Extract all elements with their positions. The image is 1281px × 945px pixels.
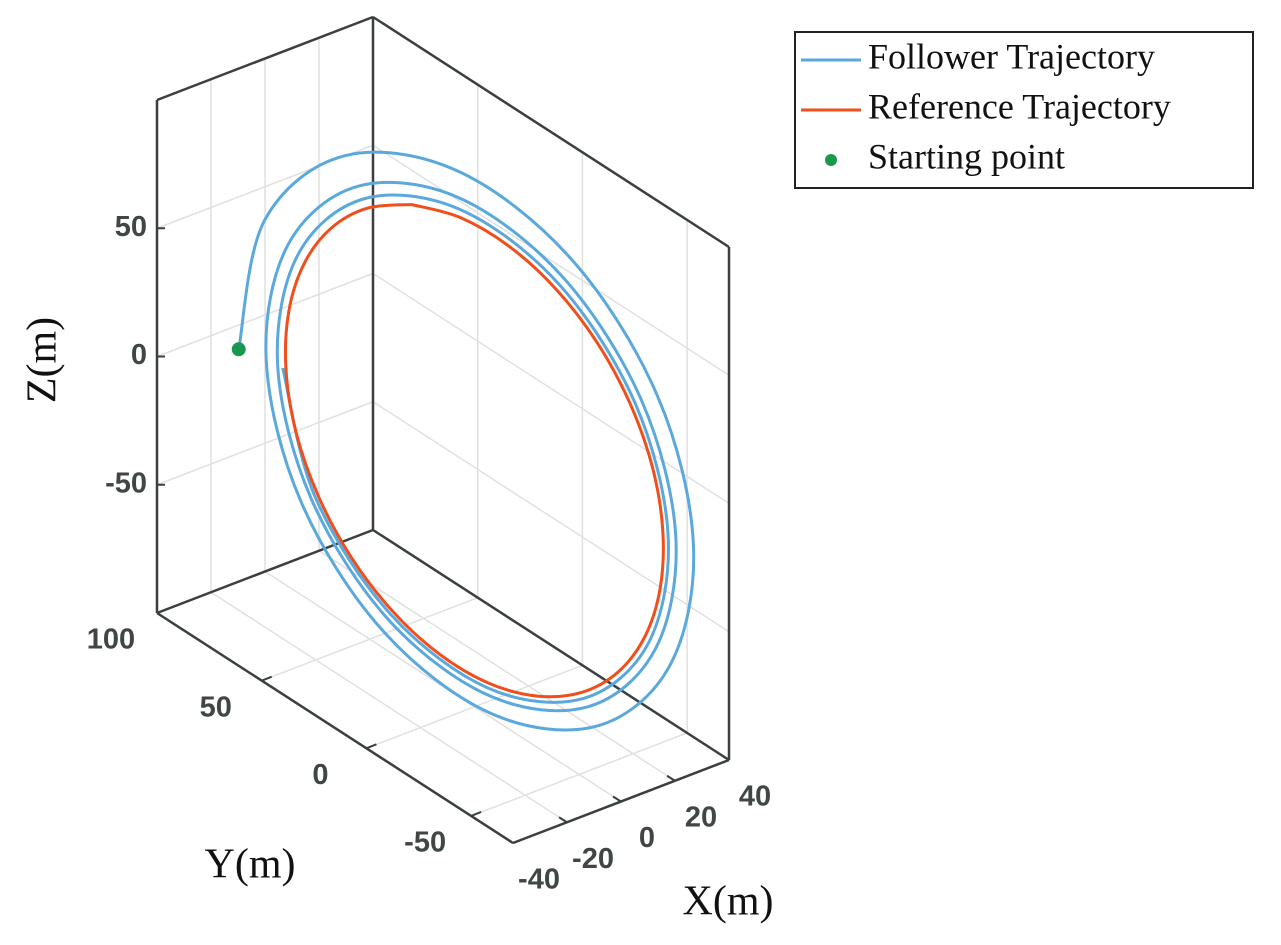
tick-mark — [666, 774, 676, 782]
x-tick-label: -20 — [572, 843, 614, 875]
grid-line — [318, 550, 676, 782]
tick-mark — [156, 608, 168, 614]
tick-mark — [366, 743, 377, 750]
grid-line — [372, 144, 730, 376]
axis-edge — [372, 15, 730, 249]
axis-edge — [156, 611, 514, 845]
start-point — [231, 342, 246, 357]
axis-edge — [156, 528, 374, 615]
legend-label: Reference Trajectory — [868, 86, 1171, 126]
grid-line — [372, 401, 730, 633]
y-tick-label: -50 — [404, 827, 446, 859]
x-axis-label: X(m) — [683, 879, 774, 925]
legend-label: Follower Trajectory — [868, 36, 1155, 76]
grid-line — [261, 596, 478, 682]
axis-edge — [156, 15, 374, 102]
y-tick-label: 50 — [200, 691, 232, 723]
tick-mark — [558, 816, 568, 824]
legend-box — [794, 31, 1254, 189]
z-tick-label: -50 — [105, 467, 147, 499]
y-tick-label: 100 — [87, 624, 135, 656]
tick-mark — [612, 795, 622, 803]
tick-mark — [261, 675, 273, 682]
grid-line — [210, 591, 568, 823]
legend-label: Starting point — [868, 136, 1065, 176]
y-tick-label: 0 — [312, 759, 328, 791]
z-tick-label: 0 — [131, 339, 147, 371]
tick-mark — [504, 837, 514, 844]
trajectory-line — [237, 150, 696, 732]
z-tick-label: 50 — [115, 211, 147, 243]
x-tick-label: 20 — [685, 801, 717, 833]
axis-edge — [372, 528, 730, 762]
x-tick-label: 0 — [639, 822, 655, 854]
x-tick-label: 40 — [739, 781, 771, 813]
tick-mark — [470, 811, 482, 817]
x-tick-label: -40 — [518, 864, 560, 896]
grid-line — [372, 272, 730, 505]
trajectory-line — [283, 203, 665, 699]
z-axis-label: Z(m) — [20, 317, 66, 403]
tick-mark — [720, 754, 730, 761]
grid-line — [470, 732, 688, 817]
legend-marker — [825, 154, 837, 166]
y-axis-label: Y(m) — [205, 842, 296, 888]
